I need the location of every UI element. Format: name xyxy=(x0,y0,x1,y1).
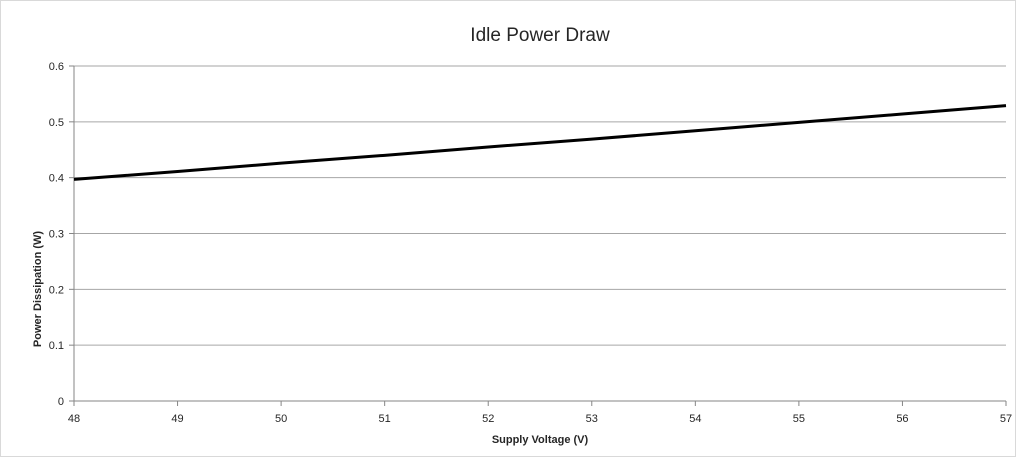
x-tick-label: 52 xyxy=(482,413,494,425)
x-tick-label: 49 xyxy=(171,413,183,425)
y-tick-label: 0.1 xyxy=(49,340,64,352)
x-tick-label: 51 xyxy=(379,413,391,425)
y-tick-label: 0 xyxy=(58,396,64,408)
x-tick-label: 57 xyxy=(1000,413,1012,425)
axes xyxy=(69,65,1007,406)
y-tick-label: 0.5 xyxy=(49,117,64,129)
y-tick-label: 0.3 xyxy=(49,229,64,241)
tick-labels: 0 0.1 0.2 0.3 0.4 0.5 0.6 48 49 50 51 52 53 54 55 56 57 xyxy=(49,61,1012,425)
x-tick-label: 55 xyxy=(793,413,805,425)
x-tick-label: 54 xyxy=(689,413,701,425)
x-tick-label: 50 xyxy=(275,413,287,425)
x-tick-label: 48 xyxy=(68,413,80,425)
x-tick-label: 56 xyxy=(896,413,908,425)
y-tick-label: 0.2 xyxy=(49,284,64,296)
x-tick-label: 53 xyxy=(586,413,598,425)
x-axis-label: Supply Voltage (V) xyxy=(492,434,589,446)
chart-title: Idle Power Draw xyxy=(470,25,610,46)
gridlines xyxy=(74,65,1006,346)
y-tick-label: 0.4 xyxy=(49,173,64,185)
y-tick-label: 0.6 xyxy=(49,61,64,73)
series-line xyxy=(73,104,1007,181)
series-layer xyxy=(73,104,1007,181)
y-axis-label: Power Dissipation (W) xyxy=(32,231,44,347)
